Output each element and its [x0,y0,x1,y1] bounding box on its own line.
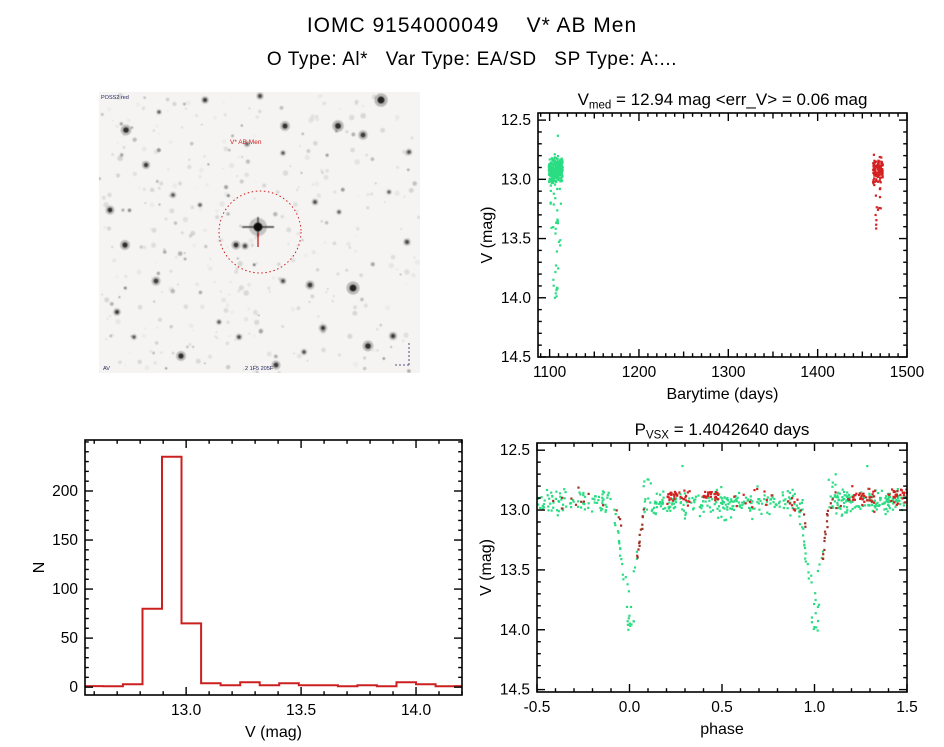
y-tick-label: 14.0 [501,290,532,307]
magnitude-histogram-plot-xlabel: V (mag) [245,724,302,741]
target-aperture-circle [218,190,302,274]
y-tick-label: 14.5 [500,682,530,699]
page-title: IOMC 9154000049 V* AB Men [306,14,638,37]
y-tick-label: 13.0 [501,171,532,188]
x-tick-label: 13.0 [171,702,202,719]
x-tick-label: 1500 [890,364,925,381]
lightcurve-barytime-plot-xlabel: Barytime (days) [666,386,778,403]
y-tick-label: 13.0 [500,502,531,519]
x-tick-label: 1400 [800,364,835,381]
magnitude-histogram-plot-ylabel: N [31,562,48,574]
x-tick-label: 0.5 [711,699,733,716]
y-tick-label: 200 [52,483,78,500]
y-tick-label: 12.5 [501,112,531,129]
y-tick-label: 0 [69,679,78,696]
phase-folded-plot-data-points [536,464,908,632]
phase-folded-plot-title: PVSX = 1.4042640 days [635,420,810,442]
y-tick-label: 50 [61,630,79,647]
page-subtitle: O Type: Al* Var Type: EA/SD SP Type: A:.… [266,49,678,70]
orientation-label: AV [103,366,110,372]
lightcurve-barytime-plot-axes: 1100 1200 1300 1400 1500 12.5 13.0 13.5 14.0 14.5 [501,112,925,381]
magnitude-histogram-plot: 13.0 13.5 14.0 0 50 100 150 200 V (mag) N [31,439,463,741]
x-tick-label: 0.0 [619,699,641,716]
y-tick-label: 13.5 [501,231,531,248]
lightcurve-barytime-plot-data-points [547,134,884,299]
x-tick-label: 1.0 [804,699,826,716]
lightcurve-barytime-plot: 1100 1200 1300 1400 1500 12.5 13.0 13.5 14.0 14.5… [479,90,925,403]
x-tick-label: 13.5 [286,702,316,719]
x-tick-label: 1300 [711,364,746,381]
phase-folded-plot-ylabel: V (mag) [478,539,495,596]
histogram-outline [85,455,462,688]
phase-folded-plot: -0.5 0.0 0.5 1.0 1.5 12.5 13.0 13.5 14.0 14.5 PVSX… [478,420,918,738]
x-tick-label: 1100 [533,364,567,381]
phase-folded-plot-xlabel: phase [700,721,744,738]
y-tick-label: 100 [52,581,78,598]
x-tick-label: 14.0 [401,702,432,719]
y-tick-label: 13.5 [500,562,530,579]
y-tick-label: 14.5 [501,349,531,366]
coords-label: 2 1F5 205F [245,366,274,372]
phase-folded-plot-axes: -0.5 0.0 0.5 1.0 1.5 12.5 13.0 13.5 14.0 14.5 [500,442,918,716]
lightcurve-barytime-plot-ylabel: V (mag) [479,207,496,264]
target-star-core [253,222,263,232]
x-tick-label: 1200 [622,364,657,381]
starfield-image: V* AB Men POSS2 red AV 2 1F5 205F [99,92,420,373]
y-tick-label: 150 [52,532,78,549]
x-tick-label: -0.5 [524,699,551,716]
starfield-stars [99,92,420,373]
y-tick-label: 12.5 [500,442,530,459]
survey-label: POSS2 red [101,95,129,101]
magnitude-histogram-plot-axes: 13.0 13.5 14.0 0 50 100 150 200 [52,439,463,719]
y-tick-label: 14.0 [500,622,531,639]
magnitude-histogram-plot-data-points [85,455,462,688]
lightcurve-barytime-plot-title: Vmed = 12.94 mag <err_V> = 0.06 mag [578,90,868,112]
target-name-label: V* AB Men [230,139,262,146]
x-tick-label: 1.5 [896,699,918,716]
